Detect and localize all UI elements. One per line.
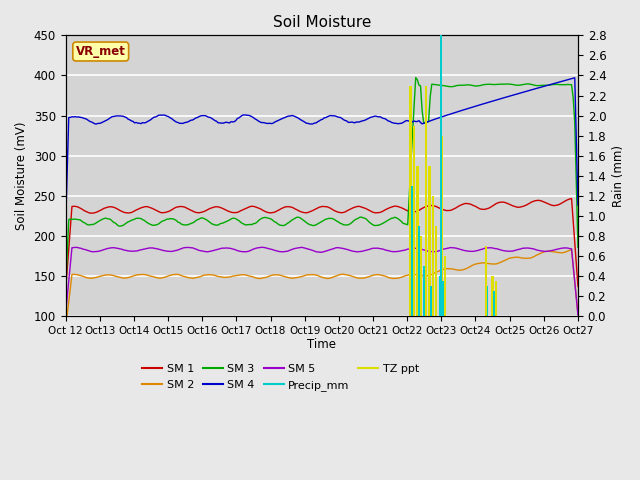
Bar bbox=[484, 246, 487, 316]
Bar bbox=[424, 266, 425, 316]
Y-axis label: Soil Moisture (mV): Soil Moisture (mV) bbox=[15, 121, 28, 230]
Bar bbox=[431, 196, 434, 316]
Y-axis label: Rain (mm): Rain (mm) bbox=[612, 145, 625, 207]
Bar bbox=[440, 36, 442, 316]
Bar bbox=[493, 291, 495, 316]
Text: VR_met: VR_met bbox=[76, 45, 125, 58]
Bar bbox=[440, 136, 442, 316]
Bar bbox=[420, 236, 422, 316]
Bar bbox=[439, 276, 440, 316]
Bar bbox=[413, 126, 415, 316]
Bar bbox=[492, 276, 494, 316]
Bar bbox=[444, 256, 446, 316]
Bar bbox=[412, 186, 413, 316]
Legend: SM 1, SM 2, SM 3, SM 4, SM 5, Precip_mm, TZ ppt: SM 1, SM 2, SM 3, SM 4, SM 5, Precip_mm,… bbox=[138, 360, 424, 395]
Bar bbox=[435, 226, 437, 316]
Bar bbox=[416, 166, 419, 316]
Bar bbox=[425, 85, 427, 316]
Bar bbox=[442, 281, 444, 316]
Bar bbox=[419, 226, 420, 316]
Bar bbox=[495, 281, 497, 316]
Bar bbox=[428, 166, 431, 316]
Bar bbox=[430, 287, 432, 316]
Title: Soil Moisture: Soil Moisture bbox=[273, 15, 371, 30]
Bar bbox=[486, 287, 488, 316]
X-axis label: Time: Time bbox=[307, 337, 336, 350]
Bar bbox=[410, 85, 412, 316]
